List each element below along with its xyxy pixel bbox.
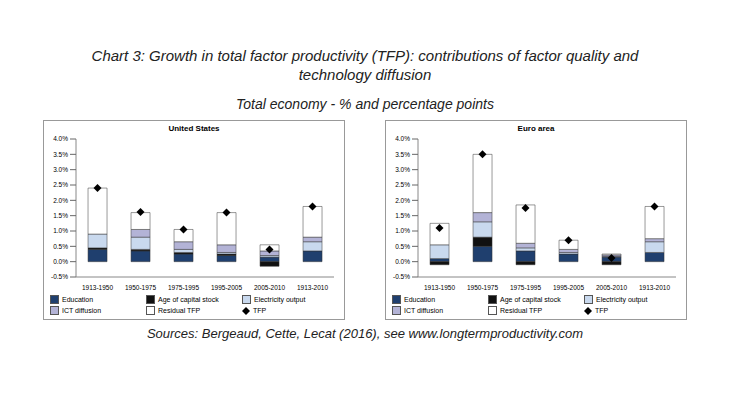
html-text:ICT diffusion: ICT diffusion [62, 307, 101, 314]
svg-text:1950-1975: 1950-1975 [125, 284, 156, 291]
svg-text:3.0%: 3.0% [395, 166, 410, 173]
svg-text:3.0%: 3.0% [53, 166, 68, 173]
svg-text:1995-2005: 1995-2005 [211, 284, 242, 291]
svg-text:2005-2010: 2005-2010 [254, 284, 285, 291]
svg-text:0.5%: 0.5% [395, 243, 410, 250]
svg-text:3.5%: 3.5% [53, 151, 68, 158]
html-text:Education: Education [404, 296, 436, 303]
html-text:TFP: TFP [253, 307, 267, 314]
svg-text:1913-1950: 1913-1950 [82, 284, 113, 291]
html-text:Age of capital stock: Age of capital stock [158, 296, 219, 303]
svg-text:2.0%: 2.0% [53, 197, 68, 204]
svg-text:1.0%: 1.0% [53, 227, 68, 234]
svg-text:1950-1975: 1950-1975 [467, 284, 498, 291]
html-text:Residual TFP: Residual TFP [158, 307, 201, 314]
html-text:Electricity output: Electricity output [254, 296, 306, 303]
svg-text:1913-2010: 1913-2010 [639, 284, 670, 291]
html-text:Electricity output: Electricity output [596, 296, 648, 303]
svg-text:1995-2005: 1995-2005 [553, 284, 584, 291]
svg-text:4.0%: 4.0% [395, 135, 410, 142]
svg-text:2005-2010: 2005-2010 [596, 284, 627, 291]
svg-text:1975-1995: 1975-1995 [510, 284, 541, 291]
svg-text:1.5%: 1.5% [395, 212, 410, 219]
svg-text:-0.5%: -0.5% [393, 273, 410, 280]
svg-text:2.5%: 2.5% [53, 181, 68, 188]
svg-text:1913-2010: 1913-2010 [297, 284, 328, 291]
html-text:Residual TFP: Residual TFP [500, 307, 543, 314]
html-text:United States: United States [168, 124, 220, 133]
svg-text:4.0%: 4.0% [53, 135, 68, 142]
svg-text:0.0%: 0.0% [395, 258, 410, 265]
html-text:Chart 3: Growth in total facto: Chart 3: Growth in total factor producti… [91, 47, 639, 83]
svg-text:2.0%: 2.0% [395, 197, 410, 204]
svg-text:0.5%: 0.5% [53, 243, 68, 250]
html-text:Age of capital stock: Age of capital stock [500, 296, 561, 303]
html-text:TFP: TFP [595, 307, 609, 314]
svg-text:1975-1995: 1975-1995 [168, 284, 199, 291]
svg-text:1.5%: 1.5% [53, 212, 68, 219]
html-text:Education: Education [62, 296, 94, 303]
svg-text:3.5%: 3.5% [395, 151, 410, 158]
html-text:Total economy - % and percenta: Total economy - % and percentage points [236, 96, 494, 112]
svg-text:1.0%: 1.0% [395, 227, 410, 234]
svg-text:1913-1950: 1913-1950 [424, 284, 455, 291]
svg-text:-0.5%: -0.5% [51, 273, 68, 280]
html-text:Euro area: Euro area [517, 124, 555, 133]
svg-text:0.0%: 0.0% [53, 258, 68, 265]
html-text:Sources: Bergeaud, Cette, Leca: Sources: Bergeaud, Cette, Lecat (2016), … [146, 326, 584, 341]
svg-text:2.5%: 2.5% [395, 181, 410, 188]
html-text:ICT diffusion: ICT diffusion [404, 307, 443, 314]
